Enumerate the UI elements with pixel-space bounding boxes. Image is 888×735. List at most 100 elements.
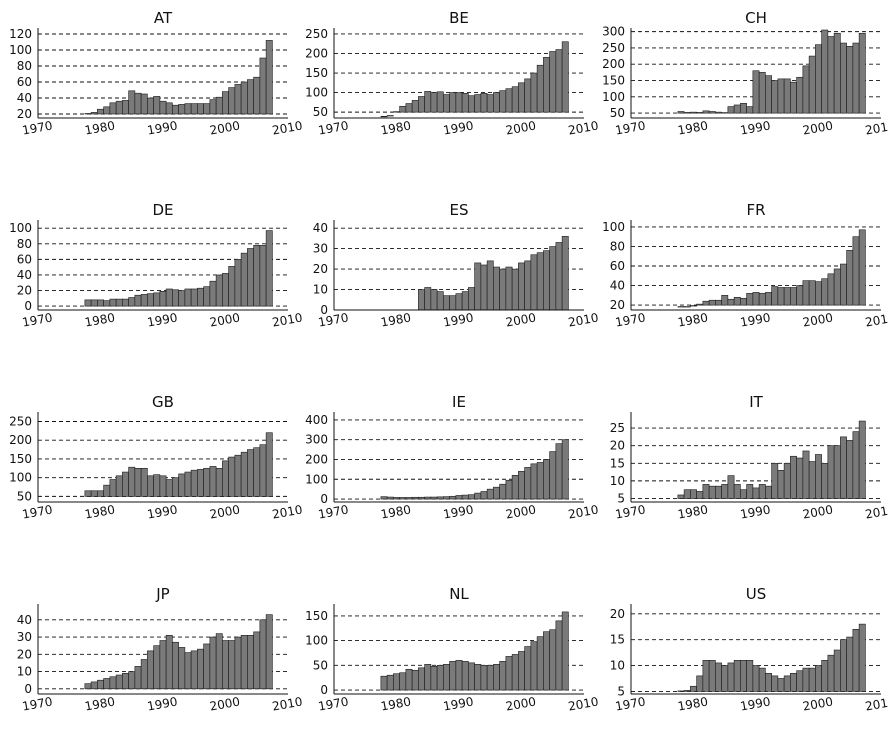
x-tick-label: 1970: [614, 503, 647, 522]
bar-it-1989: [746, 484, 754, 499]
bar-jp-1997: [203, 643, 211, 690]
bar-de-1978: [84, 299, 92, 307]
bar-gb-1981: [103, 484, 111, 497]
bar-us-2000: [815, 665, 822, 692]
bar-jp-2007: [265, 614, 273, 690]
bar-de-1983: [115, 298, 123, 307]
bar-at-1986: [134, 92, 142, 115]
bar-ch-1991: [758, 72, 766, 114]
bar-fr-2000: [815, 281, 822, 306]
bar-be-1983: [411, 100, 419, 113]
x-tick-label: 1980: [84, 119, 117, 138]
bar-it-1992: [765, 485, 772, 499]
y-tick-label: 40: [17, 268, 32, 282]
bar-nl-1998: [505, 656, 513, 691]
bar-jp-1982: [109, 676, 117, 690]
bar-ie-1995: [486, 488, 494, 500]
y-tick-label: 50: [313, 105, 328, 119]
bar-at-2004: [247, 79, 254, 115]
bar-de-1998: [209, 280, 217, 307]
bar-de-1988: [147, 293, 154, 307]
x-tick-label: 1990: [442, 503, 475, 522]
bar-at-1997: [203, 103, 211, 115]
bar-jp-1986: [134, 666, 142, 690]
bar-be-2001: [524, 78, 532, 113]
bar-be-1997: [499, 90, 507, 113]
y-tick-label: 100: [9, 43, 32, 57]
y-tick-label: 300: [305, 433, 328, 447]
bar-at-1994: [184, 103, 192, 115]
y-tick-label: 100: [602, 220, 625, 234]
chart-title-be: BE: [449, 9, 469, 27]
y-tick-label: 0: [320, 303, 328, 317]
x-tick-label: 1970: [21, 503, 54, 522]
bar-it-1997: [796, 457, 804, 499]
bar-de-1980: [97, 299, 104, 307]
chart-title-us: US: [746, 585, 767, 603]
chart-title-ie: IE: [452, 393, 466, 411]
bar-fr-1988: [740, 297, 747, 306]
bar-de-2007: [265, 230, 273, 307]
bar-de-2006: [259, 245, 267, 307]
bar-de-1989: [153, 292, 161, 307]
bar-ch-1980: [690, 111, 697, 114]
bar-us-1991: [758, 667, 766, 692]
y-tick-label: 0: [24, 299, 32, 313]
bar-de-1982: [109, 298, 117, 307]
bar-us-2007: [858, 623, 866, 692]
bar-us-2005: [846, 636, 854, 692]
bar-fr-2007: [858, 229, 866, 306]
x-tick-label: 2000: [802, 119, 835, 138]
y-tick-label: 300: [602, 25, 625, 39]
x-tick-label: 1980: [380, 311, 413, 330]
bar-es-1993: [474, 262, 482, 311]
x-tick-label: 1970: [317, 311, 350, 330]
bar-at-1981: [103, 106, 111, 115]
bar-ie-2003: [536, 462, 544, 500]
y-tick-label: 200: [305, 46, 328, 60]
bar-gb-2004: [247, 449, 254, 497]
bar-fr-1983: [708, 299, 716, 306]
bar-es-2003: [536, 252, 544, 311]
y-tick-label: 250: [9, 414, 32, 428]
bar-be-2006: [555, 49, 563, 113]
bar-it-2006: [852, 431, 860, 499]
bar-nl-1983: [411, 669, 419, 691]
bar-be-1991: [461, 93, 469, 113]
bar-fr-2005: [846, 250, 854, 306]
bar-at-2000: [222, 91, 229, 115]
bar-gb-1991: [165, 479, 173, 497]
bar-it-1979: [683, 489, 691, 499]
bar-be-1998: [505, 88, 513, 113]
bar-jp-1984: [122, 672, 129, 690]
bar-jp-1981: [103, 678, 111, 690]
y-tick-label: 150: [602, 74, 625, 88]
x-tick-label: 2000: [802, 503, 835, 522]
y-tick-label: 50: [313, 658, 328, 672]
bar-gb-1992: [172, 477, 179, 497]
bar-it-1993: [771, 462, 779, 499]
bar-ie-1978: [380, 496, 388, 500]
bar-it-1982: [702, 484, 710, 499]
bar-es-1997: [499, 268, 507, 311]
x-tick-label: 1980: [380, 695, 413, 714]
bar-nl-1992: [468, 662, 475, 691]
bar-fr-1996: [790, 287, 797, 306]
bar-nl-1993: [474, 664, 482, 691]
bar-jp-1978: [84, 683, 92, 690]
bar-es-1990: [455, 293, 463, 311]
bar-it-2001: [821, 462, 829, 499]
bar-nl-2003: [536, 636, 544, 691]
bar-it-1981: [696, 491, 704, 499]
bar-it-1994: [777, 470, 785, 499]
x-tick-label: 2000: [802, 311, 835, 330]
bar-nl-1981: [399, 672, 407, 691]
bar-ch-1993: [771, 80, 779, 114]
bar-us-1997: [796, 670, 804, 692]
bar-nl-1985: [424, 664, 432, 691]
bar-ie-1993: [474, 492, 482, 500]
y-tick-label: 100: [602, 90, 625, 104]
y-tick-label: 200: [9, 433, 32, 447]
x-tick-label: 1990: [442, 695, 475, 714]
bar-gb-1983: [115, 475, 123, 497]
